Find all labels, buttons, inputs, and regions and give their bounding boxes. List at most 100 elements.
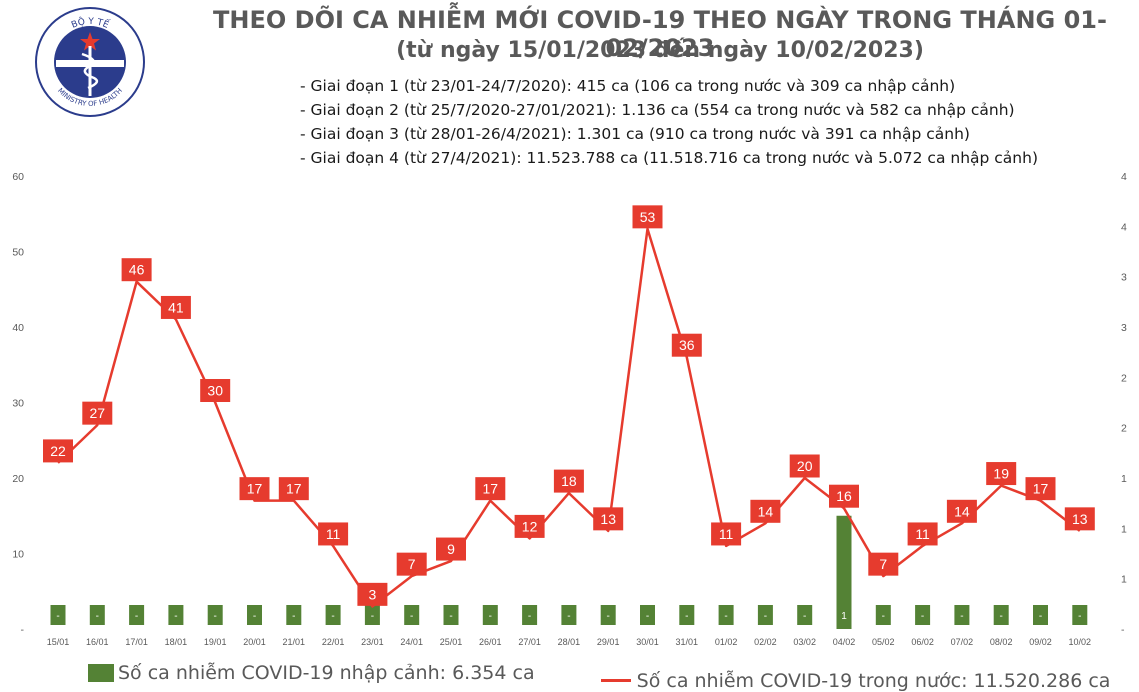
data-label-box — [868, 552, 899, 576]
bar-label-box — [286, 605, 302, 625]
data-label: 36 — [679, 337, 695, 353]
data-label-box — [318, 522, 349, 546]
legend-swatch-imported — [88, 664, 114, 682]
chart-legend: Số ca nhiễm COVID-19 nhập cảnh: 6.354 ca… — [88, 662, 1110, 692]
bar-label-box — [482, 605, 498, 625]
data-label: 30 — [207, 383, 223, 399]
bar-label-box — [443, 605, 459, 625]
x-tick-label: 03/02 — [793, 637, 816, 647]
y-axis-right: - 1 1 1 2 2 3 3 4 4 — [1121, 171, 1127, 636]
y-left-tick-label: 40 — [12, 322, 24, 334]
data-label-box — [200, 379, 231, 402]
data-label: 17 — [1033, 481, 1049, 497]
y-left-tick-label: 30 — [12, 398, 24, 410]
ministry-of-health-logo: BỘ Y TẾ MINISTRY OF HEALTH — [35, 7, 145, 117]
y-left-tick-label: 50 — [12, 247, 24, 259]
x-tick-label: 06/02 — [911, 637, 934, 647]
bar-label-box — [364, 605, 380, 625]
y-left-tick-label: 10 — [12, 549, 24, 561]
bar-label: - — [410, 611, 413, 622]
bar-label-box — [207, 605, 223, 625]
bar-label-box — [325, 605, 341, 625]
bar-label: - — [607, 611, 610, 622]
bar-label-box — [640, 605, 655, 625]
y-right-tick-label: 1 — [1121, 574, 1127, 586]
bar-label-box — [522, 605, 538, 625]
data-label: 17 — [483, 481, 499, 497]
data-label-box — [829, 484, 859, 508]
x-tick-label: 16/01 — [86, 637, 109, 647]
phase-item: - Giai đoạn 4 (từ 27/4/2021): 11.523.788… — [300, 149, 1038, 167]
x-axis: 15/01 16/01 17/01 18/01 19/01 20/01 21/01 22/01… — [47, 637, 1091, 647]
phase-item: - Giai đoạn 2 (từ 25/7/2020-27/01/2021):… — [300, 101, 1015, 119]
data-label-box — [82, 401, 113, 425]
bar-label: - — [331, 611, 334, 622]
data-label-box — [239, 477, 270, 501]
y-right-tick-label: 2 — [1121, 372, 1127, 384]
phase-summary-list: - Giai đoạn 1 (từ 23/01-24/7/2020): 415 … — [300, 74, 1038, 170]
data-label-box — [436, 537, 466, 561]
data-label: 13 — [1072, 511, 1088, 527]
x-tick-label: 27/01 — [518, 637, 541, 647]
bar-label: - — [567, 611, 570, 622]
data-label-box — [278, 477, 309, 501]
bar-label: - — [921, 611, 924, 622]
bar-label-box — [247, 605, 262, 625]
bar-label-box — [1033, 605, 1048, 625]
y-right-tick-label: 3 — [1121, 322, 1127, 334]
data-label-box — [789, 454, 820, 478]
y-right-tick-label: - — [1121, 624, 1125, 636]
chart-subtitle: (từ ngày 15/01/2023 đến ngày 10/02/2023) — [396, 38, 924, 63]
data-label-box — [475, 477, 506, 501]
x-tick-label: 26/01 — [479, 637, 502, 647]
y-right-tick-label: 1 — [1121, 523, 1127, 535]
x-tick-label: 09/02 — [1029, 637, 1052, 647]
x-tick-label: 24/01 — [400, 637, 423, 647]
phase-item: - Giai đoạn 1 (từ 23/01-24/7/2020): 415 … — [300, 77, 956, 95]
bar-label: - — [449, 611, 452, 622]
bar-label: - — [528, 611, 531, 622]
bar-label-box — [89, 605, 105, 625]
data-label-box — [160, 295, 191, 319]
bar-label: - — [371, 611, 374, 622]
domestic-cases-labels: 22 27 46 41 30 17 17 11 3 7 9 17 12 18 13 53 36 11 14 20 16 7… — [43, 205, 1095, 606]
bar-label: - — [685, 611, 688, 622]
x-tick-label: 19/01 — [204, 637, 227, 647]
data-label-box — [946, 499, 977, 523]
y-left-tick-label: 20 — [12, 473, 24, 485]
x-tick-label: 21/01 — [283, 637, 306, 647]
bar-label: - — [135, 611, 138, 622]
bar-label: - — [489, 611, 492, 622]
data-label: 9 — [447, 541, 455, 557]
legend-label-imported: Số ca nhiễm COVID-19 nhập cảnh: 6.354 ca — [118, 662, 535, 684]
x-tick-label: 05/02 — [872, 637, 895, 647]
bar-label-box — [797, 605, 813, 625]
data-label: 14 — [758, 503, 774, 519]
x-tick-label: 22/01 — [322, 637, 345, 647]
bar-label: - — [253, 611, 256, 622]
bar-label-box — [129, 605, 145, 625]
data-label: 3 — [369, 586, 377, 602]
bar-label-box — [915, 605, 931, 625]
x-tick-label: 25/01 — [440, 637, 463, 647]
bar-label-box — [679, 605, 695, 625]
data-label-box — [632, 205, 663, 229]
imported-cases-labels: - - - - - - - - - - - - - - - - - - - - 1 - - - - - - — [56, 611, 1081, 622]
svg-text:BỘ Y TẾ: BỘ Y TẾ — [70, 15, 111, 31]
bar-label: - — [960, 611, 963, 622]
bar — [836, 515, 852, 629]
data-label-box — [1025, 477, 1056, 501]
y-axis-left: - 10 20 30 40 50 60 — [12, 171, 24, 636]
bar-label: - — [724, 611, 727, 622]
legend-item-domestic: Số ca nhiễm COVID-19 trong nước: 11.520.… — [541, 669, 1111, 692]
domestic-cases-line — [57, 227, 1081, 608]
data-label: 22 — [50, 443, 66, 459]
data-label-box — [121, 258, 152, 282]
data-label: 27 — [90, 405, 106, 421]
legend-label-domestic: Số ca nhiễm COVID-19 trong nước: 11.520.… — [636, 669, 1111, 692]
bar-label-box — [50, 605, 66, 625]
bar-label: - — [646, 611, 649, 622]
x-tick-label: 28/01 — [558, 637, 581, 647]
x-tick-label: 10/02 — [1069, 637, 1092, 647]
